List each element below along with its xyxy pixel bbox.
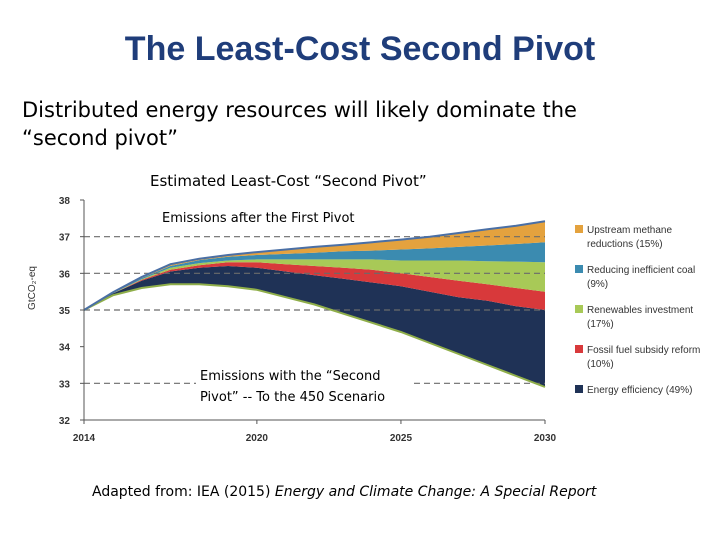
legend-label-line2: reductions (15%) <box>587 239 663 250</box>
legend-swatch <box>575 385 583 393</box>
y-tick-label: 32 <box>59 416 71 427</box>
y-tick-label: 38 <box>59 196 71 207</box>
y-axis-label: GtCO₂-eq <box>27 266 38 310</box>
top-annotation: Emissions after the First Pivot <box>162 211 355 226</box>
source-title: Energy and Climate Change: A Special Rep… <box>274 484 597 500</box>
legend-swatch <box>575 305 583 313</box>
x-tick-label: 2014 <box>73 433 96 444</box>
chart-areas <box>84 221 545 387</box>
area-renewables-investment <box>84 259 545 310</box>
chart-annotations: Emissions after the First Pivot Emissions… <box>158 206 410 408</box>
source-citation: Adapted from: IEA (2015) Energy and Clim… <box>92 484 596 500</box>
bottom-annotation-line1: Emissions with the “Second <box>200 369 381 384</box>
top-annotation-box <box>158 206 380 228</box>
legend-swatch <box>575 265 583 273</box>
legend-swatch <box>575 345 583 353</box>
y-tick-label: 37 <box>59 233 71 244</box>
chart-legend: Upstream methane reductions (15%) Reducing… <box>575 225 700 396</box>
legend-label: Energy efficiency (49%) <box>587 385 692 396</box>
legend-swatch <box>575 225 583 233</box>
area-reducing-inefficient-coal <box>84 242 545 310</box>
source-prefix: Adapted from: IEA (2015) <box>92 484 275 500</box>
first-pivot-line <box>83 220 546 311</box>
bottom-annotation-box <box>196 362 410 408</box>
slide-subtitle: Distributed energy resources will likely… <box>22 98 577 150</box>
x-tick-label: 2030 <box>534 433 557 444</box>
chart-axes: 32 33 34 35 36 37 38 2014 2020 2025 2030 GtCO₂-eq <box>27 196 557 444</box>
boundary-lines <box>83 220 546 388</box>
x-tick-label: 2025 <box>390 433 413 444</box>
chart-title: Estimated Least-Cost “Second Pivot” <box>150 172 427 190</box>
legend-label: Upstream methane <box>587 225 672 236</box>
y-tick-label: 33 <box>59 379 71 390</box>
area-energy-efficiency <box>84 266 545 387</box>
legend-label-line2: (17%) <box>587 319 614 330</box>
y-tick-label: 36 <box>59 269 71 280</box>
legend-label-line2: (9%) <box>587 279 608 290</box>
bottom-annotation-line2: Pivot” -- To the 450 Scenario <box>200 390 385 405</box>
legend-label: Reducing inefficient coal <box>587 265 695 276</box>
area-fossil-fuel-subsidy-reform <box>84 262 545 310</box>
y-tick-label: 35 <box>59 306 71 317</box>
area-upstream-methane-reductions <box>84 221 545 310</box>
legend-label-line2: (10%) <box>587 359 614 370</box>
x-tick-label: 2020 <box>246 433 269 444</box>
slide-title: The Least-Cost Second Pivot <box>124 30 596 68</box>
y-tick-label: 34 <box>59 343 71 354</box>
second-pivot-line <box>83 283 546 388</box>
legend-label: Fossil fuel subsidy reform <box>587 345 700 356</box>
legend-label: Renewables investment <box>587 305 693 316</box>
